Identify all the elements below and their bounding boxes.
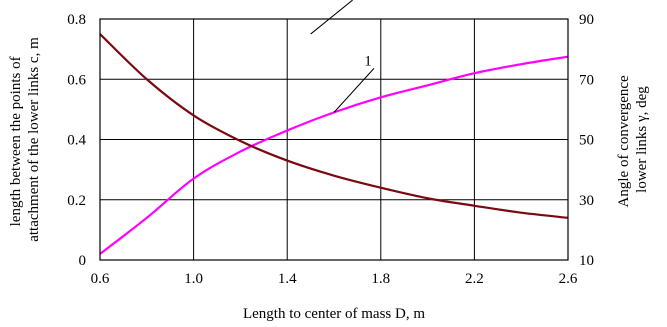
y-left-tick-label: 0.2 [67,193,86,209]
y-left-tick-label: 0.4 [67,133,86,149]
y-right-axis-title-line-1: Angle of convergence [616,75,632,208]
y-left-tick-label: 0.8 [67,12,86,28]
y-right-tick-label: 70 [579,72,594,88]
y-right-axis-title-line-2: lower links γ, deg [634,86,650,193]
x-tick-label: 1.4 [278,271,297,287]
x-tick-label: 2.2 [465,271,484,287]
curve-label-1: 1 [364,53,372,69]
y-left-axis-title-line-1: length between the points of [8,56,24,226]
y-right-tick-label: 10 [579,253,594,269]
y-right-tick-label: 90 [579,12,594,28]
x-tick-label: 2.6 [559,271,578,287]
y-left-tick-label: 0 [79,253,87,269]
curve-label-2: 2 [343,0,351,1]
plot-frame [99,18,569,261]
grid [100,19,568,260]
x-tick-label: 0.6 [91,271,110,287]
series-layer [99,33,569,255]
label-leader-1 [333,68,375,113]
series-line-2 [99,33,569,219]
annotations: 12 [310,0,375,113]
y-left-axis-title: length between the points of attachment … [8,37,42,242]
y-left-tick-label: 0.6 [67,72,86,88]
x-tick-label: 1.0 [184,271,203,287]
x-axis-title: Length to center of mass D, m [243,306,425,322]
y-right-axis-title: Angle of convergence lower links γ, deg [616,72,650,208]
y-right-tick-label: 50 [579,133,594,149]
x-tick-label: 1.8 [371,271,390,287]
y-right-tick-label: 30 [579,193,594,209]
y-left-axis-title-line-2: attachment of the lower links c, m [26,37,42,242]
label-leader-2 [310,0,353,35]
ticks: 0.6 1.0 1.4 1.8 2.2 2.6 0 0.2 0.4 0.6 0.8 10 30 50 70 9… [67,12,594,287]
series-line-1 [99,55,569,255]
